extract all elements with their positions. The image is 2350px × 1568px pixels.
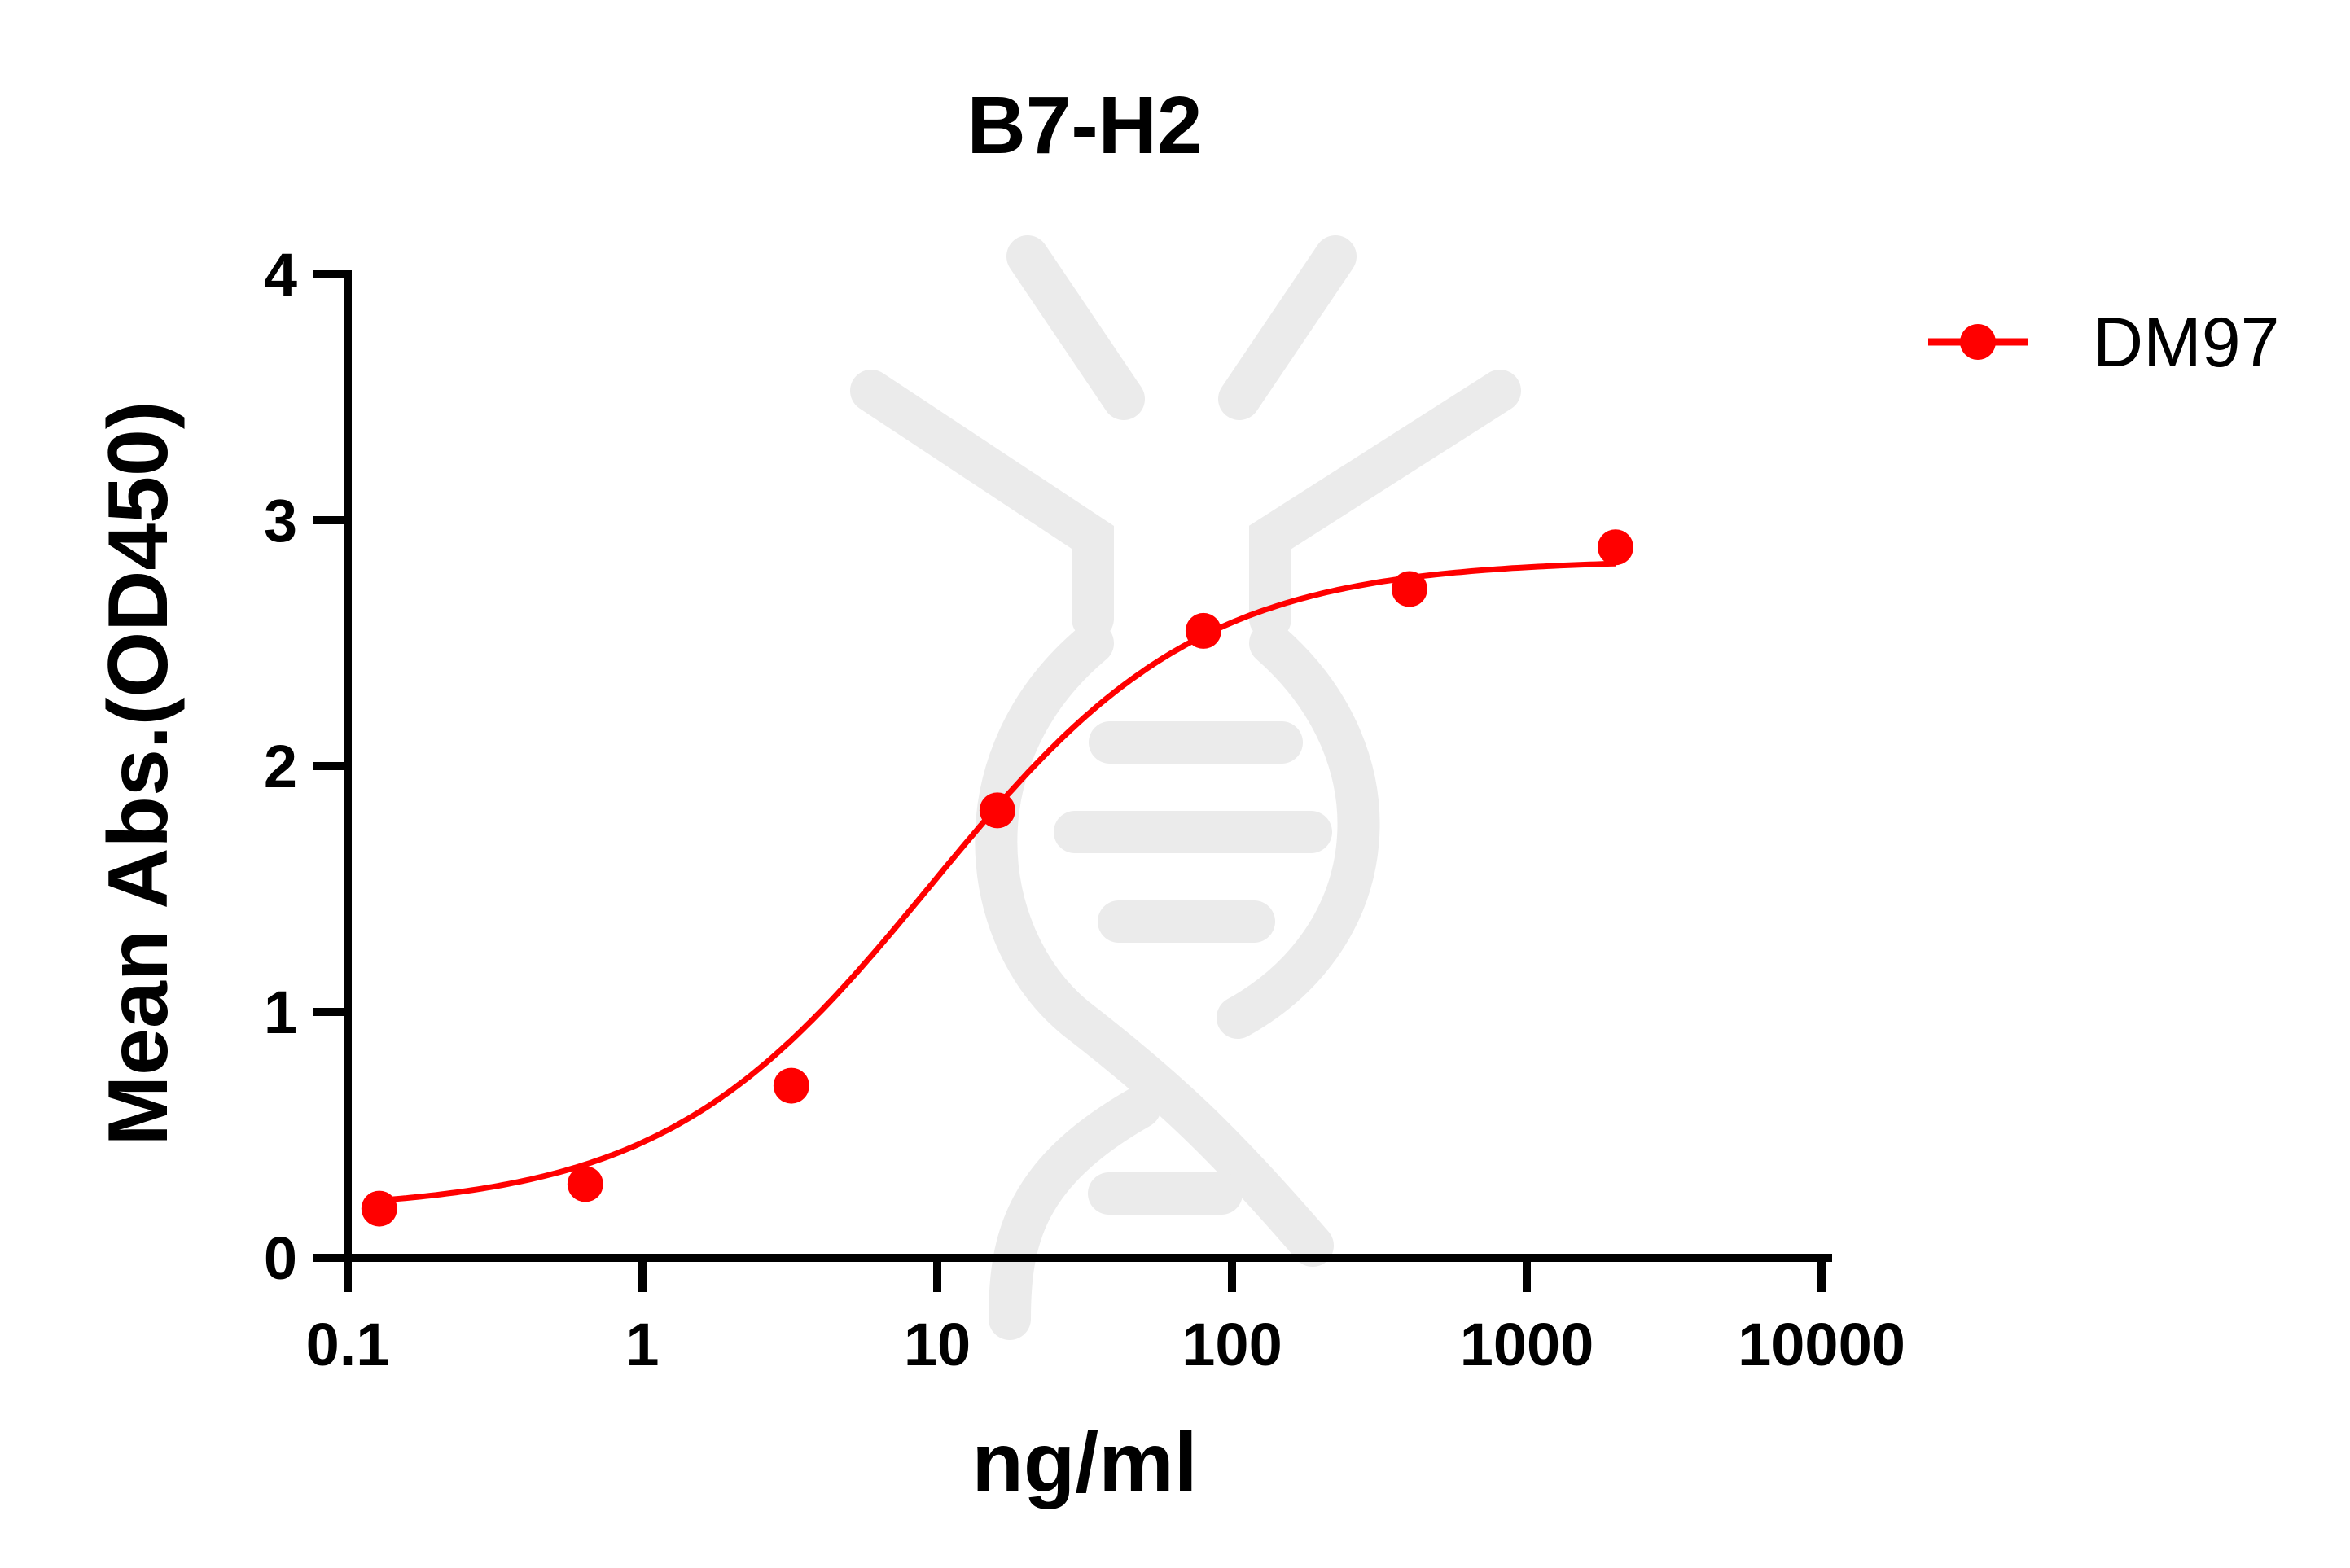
x-tick-label: 1 xyxy=(625,1311,659,1378)
x-tick-label: 10000 xyxy=(1738,1311,1905,1378)
series-dm97 xyxy=(361,529,1633,1227)
watermark-logo xyxy=(850,235,1521,1340)
legend: DM97 xyxy=(1928,304,2279,382)
x-tick-label: 100 xyxy=(1182,1311,1282,1378)
y-tick-label: 3 xyxy=(264,487,297,554)
legend-label: DM97 xyxy=(2093,304,2279,382)
data-point xyxy=(979,792,1015,829)
x-axis-ticks: 0.1 1 10 100 1000 10000 xyxy=(306,1258,1905,1378)
x-tick-label: 1000 xyxy=(1460,1311,1594,1378)
x-tick-label: 0.1 xyxy=(306,1311,390,1378)
x-tick-label: 10 xyxy=(904,1311,971,1378)
data-point xyxy=(773,1067,809,1104)
y-tick-label: 1 xyxy=(264,979,297,1046)
y-tick-label: 2 xyxy=(264,733,297,800)
data-point xyxy=(1391,571,1427,607)
y-tick-label: 0 xyxy=(264,1224,297,1292)
data-point xyxy=(1597,529,1633,566)
y-axis-title: Mean Abs.(OD450) xyxy=(91,401,186,1145)
data-point xyxy=(361,1190,397,1227)
data-point xyxy=(567,1166,603,1202)
chart-title: B7-H2 xyxy=(967,80,1203,171)
data-point xyxy=(1185,612,1221,649)
legend-marker xyxy=(1960,324,1996,360)
y-tick-label: 4 xyxy=(264,241,297,309)
y-axis-ticks: 0 1 2 3 4 xyxy=(264,241,348,1292)
x-axis-title: ng/ml xyxy=(971,1416,1197,1510)
